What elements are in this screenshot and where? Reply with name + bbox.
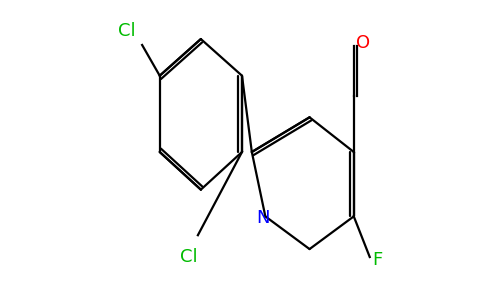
Text: O: O [356,34,370,52]
Text: F: F [372,251,382,269]
Text: Cl: Cl [180,248,197,266]
Text: Cl: Cl [119,22,136,40]
Text: N: N [256,209,270,227]
